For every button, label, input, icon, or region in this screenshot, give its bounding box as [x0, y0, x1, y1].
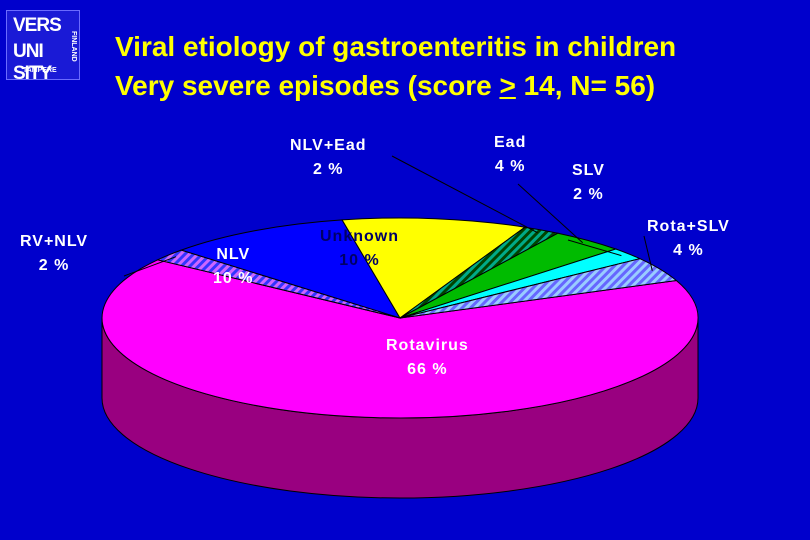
title-ge-symbol: > — [499, 70, 516, 101]
slice-label-rota-slv: Rota+SLV 4 % — [647, 215, 730, 263]
ead-value: 4 % — [494, 158, 526, 175]
slice-unknown — [341, 217, 527, 319]
rota-slv-value: 4 % — [673, 242, 704, 259]
logo-line-2: UNI SITY — [13, 41, 52, 84]
slv-name: SLV — [572, 162, 605, 179]
ead-name: Ead — [494, 134, 527, 151]
logo-city: TAMPERE — [23, 67, 57, 74]
slice-label-unknown: Unknown 10 % — [320, 225, 399, 273]
slice-label-slv: SLV 2 % — [572, 159, 605, 207]
logo-country: FINLAND — [70, 31, 77, 62]
pie-slices — [101, 217, 699, 419]
slv-value: 2 % — [573, 186, 604, 203]
slice-label-nlv: NLV 10 % — [213, 243, 253, 291]
unknown-value: 10 % — [339, 252, 380, 269]
slice-label-ead: Ead 4 % — [494, 131, 526, 179]
university-logo: VERS UNI SITY TAMPERE FINLAND — [6, 10, 80, 84]
rotavirus-value: 66 % — [407, 361, 448, 378]
unknown-name: Unknown — [320, 228, 399, 245]
leader-line-rota-slv — [643, 235, 653, 271]
nlv-name: NLV — [216, 246, 251, 263]
slice-nlv — [179, 219, 402, 319]
slice-label-rotavirus: Rotavirus 66 % — [386, 334, 469, 382]
leader-line-rv-nlv — [123, 256, 177, 277]
slice-rota-slv — [399, 258, 678, 319]
leader-line-nlv-ead — [391, 155, 538, 234]
slice-label-nlv-ead: NLV+Ead 2 % — [290, 134, 367, 182]
rv-nlv-value: 2 % — [38, 257, 70, 274]
nlv-ead-value: 2 % — [312, 161, 344, 178]
rota-slv-name: Rota+SLV — [647, 218, 730, 235]
title-line-2-part-b: 14, N= 56) — [515, 70, 656, 101]
logo-line-1: VERS — [13, 15, 62, 36]
chart-title-line-1: Viral etiology of gastroenteritis in chi… — [115, 31, 677, 62]
leader-lines — [123, 155, 653, 277]
slice-label-rv-nlv: RV+NLV 2 % — [20, 230, 88, 278]
nlv-ead-name: NLV+Ead — [290, 137, 367, 154]
title-line-2-part-a: Very severe episodes (score — [115, 70, 500, 101]
rotavirus-name: Rotavirus — [386, 337, 469, 354]
chart-title-line-2: Very severe episodes (score > 14, N= 56) — [115, 70, 655, 102]
rv-nlv-name: RV+NLV — [20, 233, 89, 250]
nlv-value: 10 % — [213, 270, 254, 287]
leader-line-ead — [517, 183, 584, 244]
slice-rotavirus — [101, 259, 699, 419]
leader-line-slv — [567, 239, 622, 257]
